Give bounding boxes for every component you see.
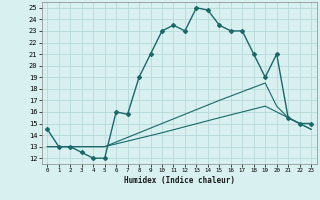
X-axis label: Humidex (Indice chaleur): Humidex (Indice chaleur) [124,176,235,185]
